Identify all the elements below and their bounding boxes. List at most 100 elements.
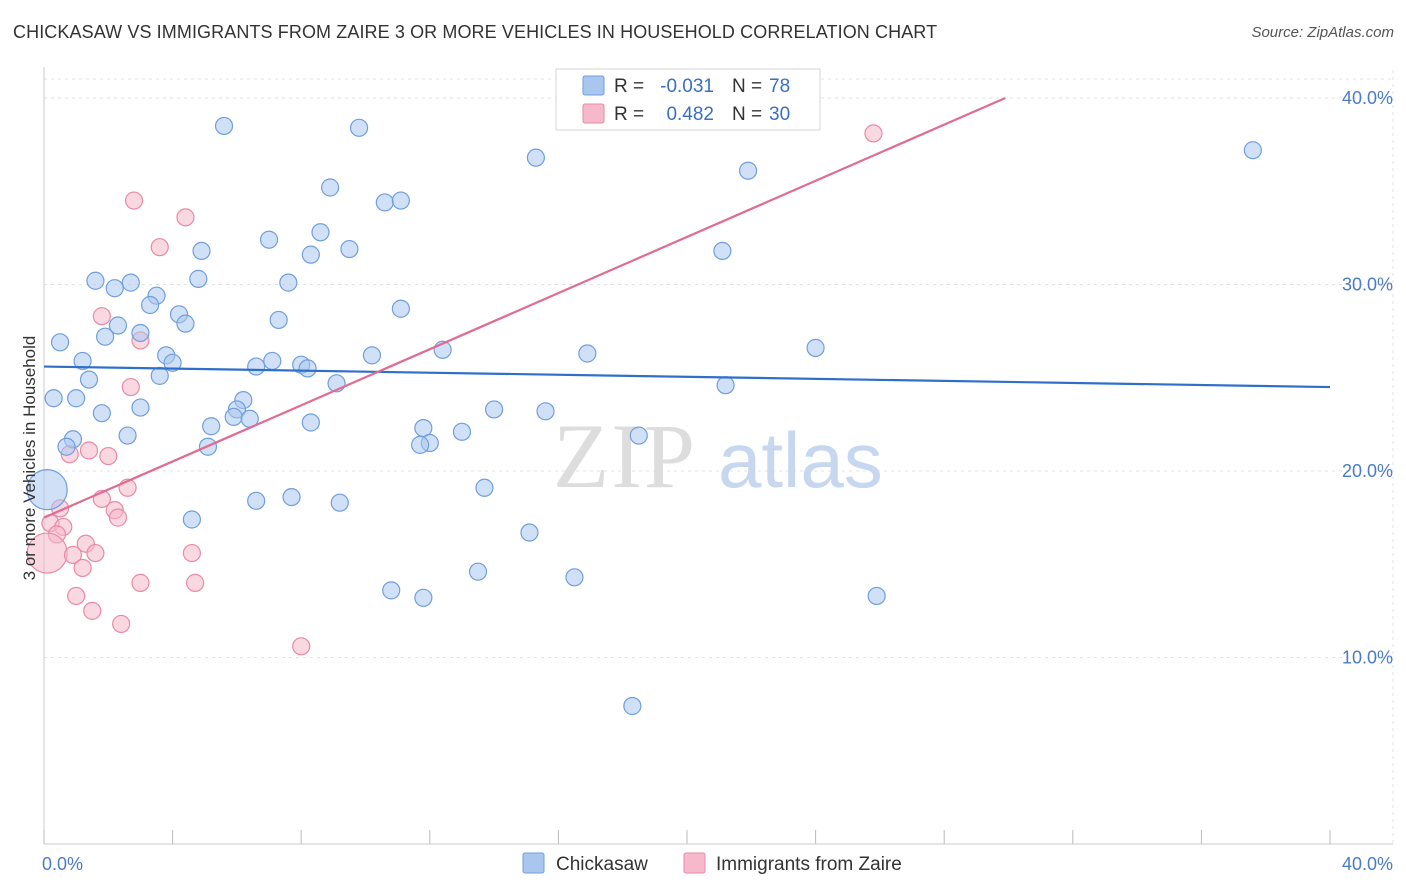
chickasaw-point-38 xyxy=(298,359,317,378)
zaire-point-26 xyxy=(67,586,86,606)
zaire-point-28 xyxy=(112,614,131,634)
chickasaw-point-7 xyxy=(391,191,410,210)
chickasaw-point-32 xyxy=(362,346,382,365)
chickasaw-point-14 xyxy=(189,269,208,288)
chickasaw-point-24 xyxy=(108,316,128,335)
chickasaw-point-71 xyxy=(520,523,539,542)
zaire-point-25 xyxy=(186,573,205,592)
chickasaw-point-25 xyxy=(269,310,288,330)
x-tick-label-0: 0.0% xyxy=(42,854,83,874)
trend-lines xyxy=(43,96,1331,519)
chickasaw-point-67 xyxy=(282,487,301,507)
x-tick-label-1: 40.0% xyxy=(1342,854,1393,874)
series-immigrants-from-zaire xyxy=(26,124,883,656)
chickasaw-point-4 xyxy=(738,161,758,180)
chickasaw-point-70 xyxy=(182,510,201,529)
chickasaw-point-74 xyxy=(382,581,401,600)
chickasaw-point-50 xyxy=(536,402,555,421)
legend-n-value-1: 78 xyxy=(769,76,790,97)
chickasaw-point-68 xyxy=(247,491,266,510)
chickasaw-point-2 xyxy=(526,148,545,167)
zaire-point-1 xyxy=(124,191,144,210)
legend-swatch-pink xyxy=(582,103,605,124)
chickasaw-point-8 xyxy=(311,223,330,242)
zaire-point-29 xyxy=(292,637,311,656)
axes xyxy=(43,67,1393,845)
zaire-point-3 xyxy=(150,238,169,257)
chickasaw-point-39 xyxy=(163,353,182,372)
series-legend: Chickasaw Immigrants from Zaire xyxy=(522,852,902,875)
zaire-point-14 xyxy=(108,508,128,527)
chickasaw-point-3 xyxy=(1243,141,1262,160)
zaire-point-21 xyxy=(86,543,105,563)
zaire-point-23 xyxy=(73,558,92,578)
zaire-point-24 xyxy=(131,573,150,592)
chickasaw-point-69 xyxy=(330,493,349,512)
zaire-point-4 xyxy=(92,307,111,326)
chickasaw-point-59 xyxy=(118,426,137,445)
chickasaw-point-12 xyxy=(301,245,320,264)
chickasaw-point-13 xyxy=(713,241,732,261)
legend-r-label-2: R = xyxy=(614,104,644,125)
chickasaw-point-18 xyxy=(279,273,298,292)
chickasaw-point-0 xyxy=(214,116,234,136)
chickasaw-point-1 xyxy=(349,118,369,137)
bottom-legend-swatch-zaire xyxy=(683,852,706,874)
zaire-point-6 xyxy=(121,377,140,397)
chickasaw-point-44 xyxy=(44,389,63,408)
chickasaw-point-51 xyxy=(92,404,111,423)
chickasaw-point-45 xyxy=(67,389,86,408)
chickasaw-point-72 xyxy=(468,562,488,581)
chickasaw-point-65 xyxy=(26,469,68,511)
chickasaw-point-31 xyxy=(806,338,825,357)
zaire-point-7 xyxy=(79,441,99,460)
chickasaw-point-57 xyxy=(452,422,472,441)
chickasaw-point-76 xyxy=(867,586,886,606)
chickasaw-point-62 xyxy=(411,435,430,454)
zaire-point-0 xyxy=(864,124,883,143)
y-axis-label: 3 or more Vehicles in Household xyxy=(20,336,39,581)
chickasaw-point-41 xyxy=(79,370,99,389)
chickasaw-point-43 xyxy=(716,376,735,395)
tick-labels: 10.0% 20.0% 30.0% 40.0% 0.0% 40.0% xyxy=(42,88,1393,874)
chickasaw-point-52 xyxy=(224,407,243,427)
chickasaw-point-23 xyxy=(176,314,195,333)
y-tick-label-1: 20.0% xyxy=(1342,461,1393,481)
legend-n-label-2: N = xyxy=(732,104,762,125)
chickasaw-point-6 xyxy=(375,193,394,212)
chickasaw-point-35 xyxy=(263,351,282,371)
chickasaw-point-54 xyxy=(301,413,320,432)
zaire-point-2 xyxy=(176,208,195,227)
y-tick-label-0: 10.0% xyxy=(1342,647,1393,667)
chickasaw-point-26 xyxy=(131,323,150,343)
legend-n-label-1: N = xyxy=(732,76,762,97)
chickasaw-point-9 xyxy=(259,230,279,249)
chickasaw-point-73 xyxy=(565,568,584,587)
bottom-legend-label-chickasaw: Chickasaw xyxy=(556,854,648,875)
chickasaw-point-47 xyxy=(131,398,150,417)
chickasaw-point-30 xyxy=(578,344,597,363)
chickasaw-point-64 xyxy=(57,437,76,456)
legend-n-value-2: 30 xyxy=(769,104,790,125)
legend-r-value-2: 0.482 xyxy=(666,104,714,125)
zaire-point-27 xyxy=(83,601,102,620)
chickasaw-point-16 xyxy=(121,273,140,292)
chickasaw-point-77 xyxy=(623,696,642,716)
zaire-point-20 xyxy=(63,545,83,565)
bottom-legend-swatch-chickasaw xyxy=(522,852,545,874)
zaire-point-22 xyxy=(182,543,201,563)
chickasaw-point-21 xyxy=(391,299,410,318)
chickasaw-point-36 xyxy=(247,357,266,376)
chickasaw-point-20 xyxy=(140,295,160,315)
correlation-legend: R = -0.031 N = 78 R = 0.482 N = 30 xyxy=(555,68,821,131)
legend-r-value-1: -0.031 xyxy=(660,76,714,97)
chickasaw-point-28 xyxy=(50,333,70,352)
chickasaw-point-40 xyxy=(150,366,169,385)
chickasaw-point-11 xyxy=(192,241,211,261)
chart-title: CHICKASAW VS IMMIGRANTS FROM ZAIRE 3 OR … xyxy=(13,22,938,42)
watermark: ZIP atlas xyxy=(553,405,883,507)
chickasaw-point-17 xyxy=(105,279,124,298)
chickasaw-point-75 xyxy=(414,588,433,607)
y-tick-label-2: 30.0% xyxy=(1342,274,1393,294)
